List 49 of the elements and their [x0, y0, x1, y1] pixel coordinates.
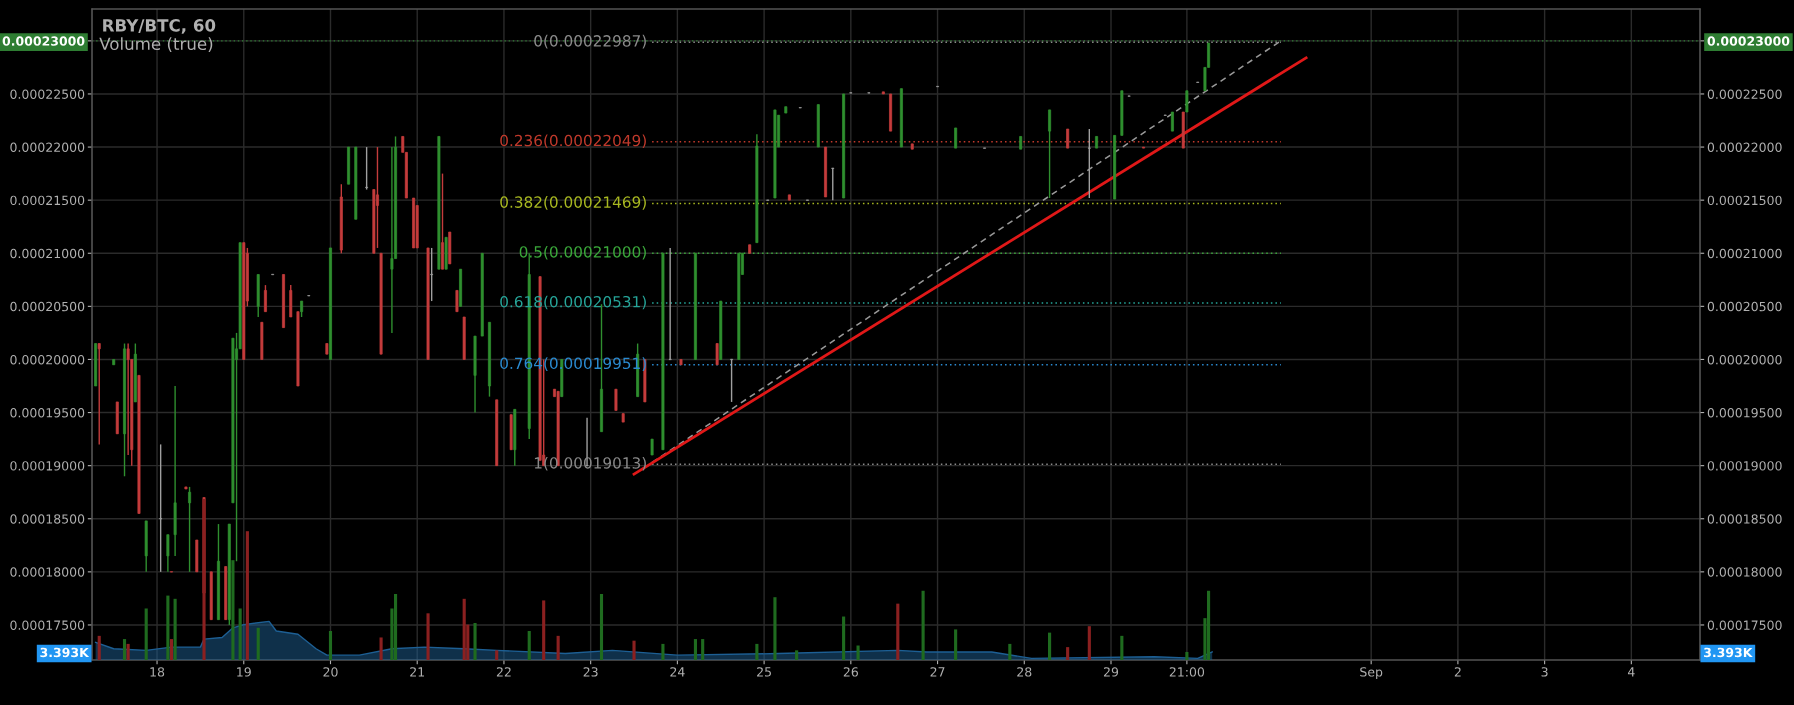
y-tick-label: 0.00017500: [10, 620, 85, 630]
x-tick-label: 20: [323, 667, 338, 677]
y-tick-label: 0.00021500: [10, 195, 85, 206]
chart-title: Volume (true): [99, 37, 213, 53]
y2-tick-label: 0.00022500: [1707, 89, 1782, 99]
y-tick-label: 0.00019000: [10, 461, 85, 471]
y2-tick-label: 0.00019000: [1707, 461, 1782, 471]
text: 3.393K: [40, 647, 90, 658]
text: 3.393K: [1704, 647, 1753, 658]
y-tick-label: 0.00021000: [10, 248, 85, 259]
series-label: 0.5(0.00021000): [519, 245, 646, 260]
y-tick-label: 0.00022000: [10, 142, 85, 152]
x-tick-label: 24: [670, 667, 685, 677]
y-tick-label: 0.00023000: [2, 36, 85, 46]
series-label: 0.236(0.00022049): [500, 134, 646, 149]
y2-tick-label: 0.00022000: [1707, 142, 1782, 152]
x-tick-label: 22: [496, 667, 511, 677]
x-tick-label: 21: [410, 667, 425, 677]
series-label: 0.382(0.00021469): [500, 196, 646, 210]
y2-tick-label: 0.00021000: [1707, 248, 1782, 259]
y2-tick-label: 0.00018000: [1707, 567, 1782, 577]
y2-tick-label: 0.00017500: [1707, 620, 1782, 630]
y-tick-label: 0.00019500: [10, 408, 85, 418]
x-tick-label: 25: [757, 667, 771, 677]
x-tick-label: 3: [1541, 667, 1548, 677]
y2-tick-label: 0.00019500: [1707, 408, 1782, 418]
y2-tick-label: 0.00018500: [1707, 514, 1782, 524]
x-tick-label: 27: [930, 667, 945, 677]
x-tick-label: 4: [1627, 667, 1635, 677]
y-tick-label: 0.00022500: [10, 89, 85, 99]
x-tick-label: 26: [843, 667, 858, 677]
x-tick-label: 23: [583, 667, 598, 677]
y2-tick-label: 0.00020000: [1707, 354, 1782, 365]
x-tick-label: Sep: [1360, 667, 1383, 680]
y2-tick-label: 0.00020500: [1707, 301, 1782, 312]
y2-tick-label: 0.00023000: [1707, 36, 1790, 46]
text: RBY/BTC, 60: [103, 19, 216, 34]
x-tick-label: 29: [1103, 667, 1119, 677]
series-label: 0(0.00022987): [534, 34, 646, 49]
x-tick-label: 2: [1454, 667, 1461, 677]
x-tick-label: 21:00: [1169, 667, 1205, 677]
x-tick-label: 19: [237, 667, 251, 677]
y-tick-label: 0.00020000: [10, 354, 85, 365]
y2-tick-label: 0.00021500: [1707, 195, 1782, 206]
y-tick-label: 0.00020500: [10, 301, 85, 312]
x-tick-label: 18: [150, 667, 165, 677]
y-tick-label: 0.00018000: [10, 567, 85, 577]
y-tick-label: 0.00018500: [10, 514, 85, 524]
x-tick-label: 28: [1017, 667, 1032, 677]
